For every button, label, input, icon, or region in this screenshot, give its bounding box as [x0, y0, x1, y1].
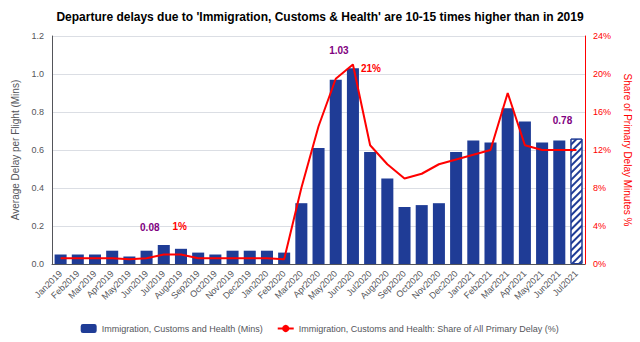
- svg-text:Share of Primary Delay Minutes: Share of Primary Delay Minutes %: [622, 74, 633, 227]
- svg-text:Nov2020: Nov2020: [409, 268, 443, 301]
- svg-text:Aug2020: Aug2020: [358, 268, 391, 301]
- svg-text:Departure delays due to 'Immig: Departure delays due to 'Immigration, Cu…: [56, 10, 584, 24]
- svg-text:0.0: 0.0: [31, 259, 44, 269]
- svg-text:Dec2020: Dec2020: [427, 268, 460, 301]
- svg-text:0.78: 0.78: [553, 115, 573, 126]
- svg-text:Nov2019: Nov2019: [203, 268, 237, 301]
- svg-text:Oct2020: Oct2020: [394, 268, 426, 300]
- svg-text:0%: 0%: [593, 259, 606, 269]
- svg-text:Jan2021: Jan2021: [445, 268, 477, 300]
- svg-text:0.2: 0.2: [31, 221, 44, 231]
- svg-text:1.2: 1.2: [31, 31, 44, 41]
- svg-text:Jul2020: Jul2020: [344, 268, 374, 298]
- svg-text:1%: 1%: [173, 221, 188, 232]
- svg-text:Feb2021: Feb2021: [461, 268, 494, 301]
- svg-text:Sep2019: Sep2019: [169, 268, 202, 301]
- svg-text:Jan2020: Jan2020: [239, 268, 271, 300]
- svg-text:Apr2021: Apr2021: [497, 268, 529, 300]
- svg-text:Jul2021: Jul2021: [551, 268, 580, 297]
- svg-text:20%: 20%: [593, 69, 611, 79]
- svg-text:Jun2020: Jun2020: [325, 268, 357, 300]
- svg-text:Apr2020: Apr2020: [291, 268, 323, 300]
- svg-text:Apr2019: Apr2019: [84, 268, 116, 300]
- svg-text:Immigration, Customs and Healt: Immigration, Customs and Health (Mins): [102, 324, 263, 334]
- svg-text:Oct2019: Oct2019: [187, 268, 219, 300]
- svg-text:May2021: May2021: [512, 268, 546, 302]
- svg-text:Feb2020: Feb2020: [255, 268, 288, 301]
- svg-text:Jun2019: Jun2019: [118, 268, 151, 300]
- svg-text:4%: 4%: [593, 221, 606, 231]
- svg-text:Mar2020: Mar2020: [272, 268, 305, 301]
- svg-text:8%: 8%: [593, 183, 606, 193]
- svg-text:Feb2019: Feb2019: [49, 268, 82, 301]
- svg-text:1.03: 1.03: [329, 45, 349, 56]
- svg-text:16%: 16%: [593, 107, 611, 117]
- svg-text:Mar2021: Mar2021: [479, 268, 512, 301]
- svg-text:Aug2019: Aug2019: [152, 268, 185, 301]
- svg-text:Average Delay per Flight (Mins: Average Delay per Flight (Mins): [10, 80, 21, 220]
- svg-text:Jul2019: Jul2019: [138, 268, 168, 298]
- svg-text:0.08: 0.08: [140, 222, 160, 233]
- svg-text:Immigration, Customs and Healt: Immigration, Customs and Health: Share o…: [299, 324, 559, 334]
- svg-text:21%: 21%: [361, 63, 381, 74]
- svg-text:Sep2020: Sep2020: [375, 268, 409, 301]
- svg-text:12%: 12%: [593, 145, 611, 155]
- svg-text:24%: 24%: [593, 31, 611, 41]
- svg-text:Jan2019: Jan2019: [32, 268, 65, 300]
- svg-text:May2020: May2020: [306, 268, 340, 302]
- svg-text:0.8: 0.8: [31, 107, 44, 117]
- svg-text:Jun2021: Jun2021: [531, 268, 563, 300]
- svg-text:Dec2019: Dec2019: [220, 268, 254, 301]
- svg-text:May2019: May2019: [99, 268, 133, 302]
- svg-text:1.0: 1.0: [31, 69, 44, 79]
- svg-text:0.4: 0.4: [31, 183, 44, 193]
- svg-text:Mar2019: Mar2019: [66, 268, 99, 301]
- svg-text:0.6: 0.6: [31, 145, 44, 155]
